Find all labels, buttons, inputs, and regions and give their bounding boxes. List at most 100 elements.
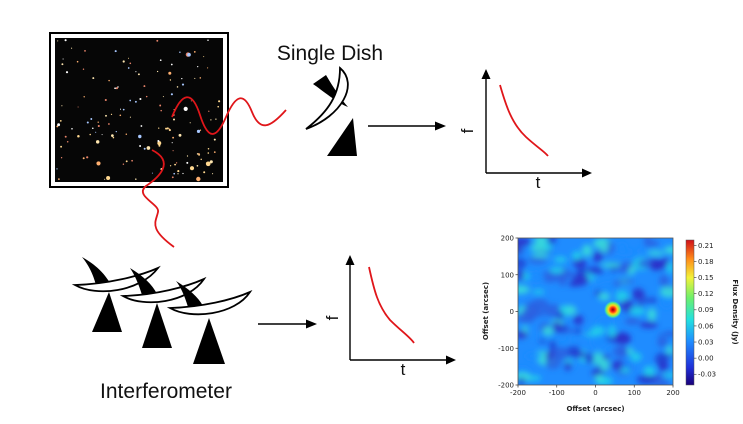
- colorbar-tick-label: 0.03: [698, 338, 714, 346]
- star: [196, 176, 201, 182]
- arrow-dish-to-plot: [368, 121, 446, 131]
- star: [90, 118, 93, 120]
- star: [189, 122, 191, 124]
- plot-bottom-x-arrowhead: [446, 355, 456, 365]
- plot-top-x-label: t: [536, 173, 541, 192]
- star: [165, 127, 168, 130]
- colorbar-tick-label: 0.06: [698, 322, 714, 330]
- star: [122, 163, 125, 165]
- star: [62, 58, 64, 60]
- star: [203, 56, 205, 58]
- star: [212, 173, 214, 175]
- flux-map-noise: [518, 238, 673, 385]
- interferometer-dish-1: [71, 257, 161, 332]
- star: [215, 118, 217, 120]
- star: [138, 134, 142, 139]
- plot-bottom-x-label: t: [401, 360, 406, 379]
- star: [169, 165, 172, 167]
- star: [129, 62, 132, 65]
- star: [101, 134, 103, 136]
- x-tick-label: 200: [666, 389, 679, 397]
- single-dish-label: Single Dish: [277, 42, 383, 65]
- star: [64, 39, 67, 42]
- colorbar-tick-label: 0.15: [698, 274, 714, 282]
- star: [151, 172, 153, 174]
- star: [156, 70, 159, 73]
- star: [131, 159, 133, 162]
- star: [157, 139, 160, 143]
- star: [135, 71, 137, 73]
- colorbar-tick-label: 0.21: [698, 242, 714, 250]
- x-tick-label: 0: [593, 389, 597, 397]
- star: [140, 125, 143, 127]
- star: [108, 123, 110, 125]
- star: [60, 145, 63, 148]
- plot-bottom-curve: [368, 266, 415, 344]
- y-tick-label: -100: [498, 345, 514, 353]
- star: [186, 161, 189, 164]
- star: [217, 105, 220, 108]
- interferometer-label: Interferometer: [100, 380, 232, 403]
- star: [194, 77, 196, 79]
- single-dish-telescope: [305, 66, 357, 156]
- y-tick-label: 100: [501, 271, 514, 279]
- star: [82, 157, 85, 160]
- star: [122, 60, 125, 63]
- star: [115, 130, 117, 133]
- plot-top-x-arrowhead: [582, 168, 592, 178]
- star: [135, 178, 137, 180]
- star: [119, 114, 122, 117]
- star: [210, 119, 212, 121]
- star: [174, 163, 177, 166]
- plot-top-y-arrowhead: [481, 69, 491, 79]
- star: [178, 133, 182, 137]
- star: [205, 161, 211, 167]
- star: [197, 66, 199, 68]
- sky-image: [49, 32, 229, 188]
- flux-map: -200 -100 0 100 200 200 100 0 -100 -200 Offset (…: [482, 235, 739, 414]
- star: [97, 121, 99, 123]
- y-tick-label: -200: [498, 382, 514, 390]
- plot-top-curve: [499, 84, 549, 157]
- star: [143, 147, 146, 150]
- star: [199, 77, 202, 79]
- signal-wave-interferometer: [142, 149, 175, 248]
- flux-map-colorbar: [685, 239, 695, 386]
- star: [168, 71, 172, 75]
- star: [129, 99, 132, 102]
- star: [209, 160, 213, 164]
- colorbar-tick-label: -0.03: [698, 371, 716, 379]
- star: [170, 93, 173, 96]
- star: [196, 153, 199, 155]
- x-tick-label: -100: [549, 389, 565, 397]
- star: [111, 134, 114, 137]
- star: [160, 109, 162, 112]
- star: [66, 140, 69, 143]
- star: [207, 39, 209, 41]
- arrow-interferometer-to-plot: [258, 319, 317, 329]
- interferometer-dish-3: [166, 281, 253, 364]
- star: [159, 59, 162, 62]
- star: [162, 96, 164, 98]
- star: [137, 73, 140, 76]
- star: [134, 100, 137, 103]
- star: [125, 160, 128, 163]
- star: [207, 67, 209, 69]
- star: [77, 106, 79, 108]
- star: [176, 86, 179, 88]
- star: [104, 178, 106, 180]
- star: [96, 161, 101, 166]
- star: [207, 148, 210, 150]
- star: [122, 108, 125, 111]
- star: [159, 104, 162, 107]
- star: [77, 135, 80, 138]
- star: [169, 79, 172, 81]
- star: [127, 57, 130, 59]
- star: [65, 71, 69, 74]
- x-tick-label: 100: [628, 389, 641, 397]
- flux-map-colorbar-label: Flux Density (Jy): [731, 279, 739, 344]
- star: [173, 172, 176, 175]
- star: [172, 118, 176, 121]
- interferometer-dish-2: [119, 268, 207, 348]
